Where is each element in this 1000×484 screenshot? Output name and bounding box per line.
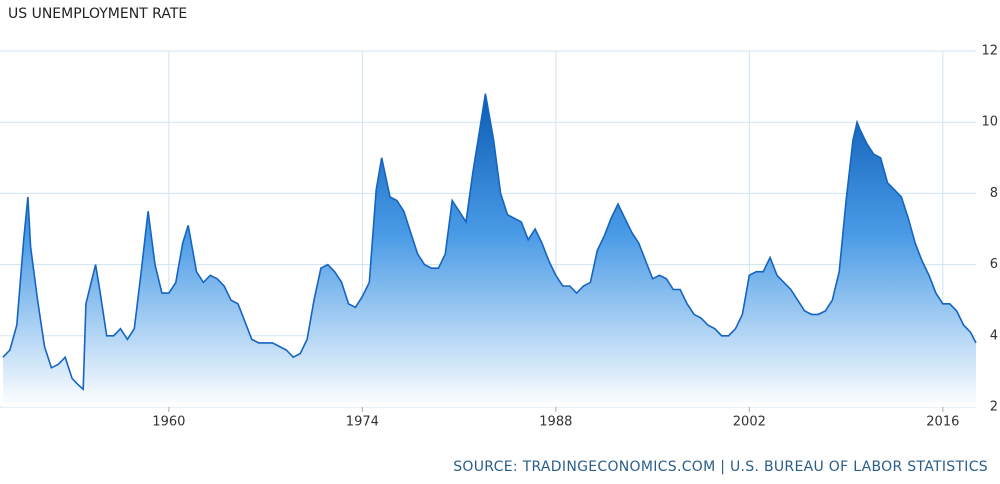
y-tick-label: 8 bbox=[990, 186, 998, 201]
y-tick-label: 6 bbox=[990, 257, 998, 272]
x-tick-label: 2002 bbox=[733, 415, 766, 430]
y-tick-label: 2 bbox=[990, 400, 998, 415]
x-tick-label: 1988 bbox=[539, 415, 572, 430]
x-tick-label: 1960 bbox=[152, 415, 185, 430]
x-tick-label: 1974 bbox=[346, 415, 379, 430]
y-tick-label: 10 bbox=[981, 115, 998, 130]
y-tick-label: 4 bbox=[990, 328, 998, 343]
source: SOURCE: TRADINGECONOMICS.COM | U.S. BURE… bbox=[453, 459, 988, 475]
area bbox=[3, 93, 976, 407]
y-tick-label: 12 bbox=[981, 44, 998, 59]
line bbox=[2, 93, 977, 391]
chart-title: US UNEMPLOYMENT RATE bbox=[8, 6, 187, 22]
x-tick-label: 2016 bbox=[926, 415, 959, 430]
